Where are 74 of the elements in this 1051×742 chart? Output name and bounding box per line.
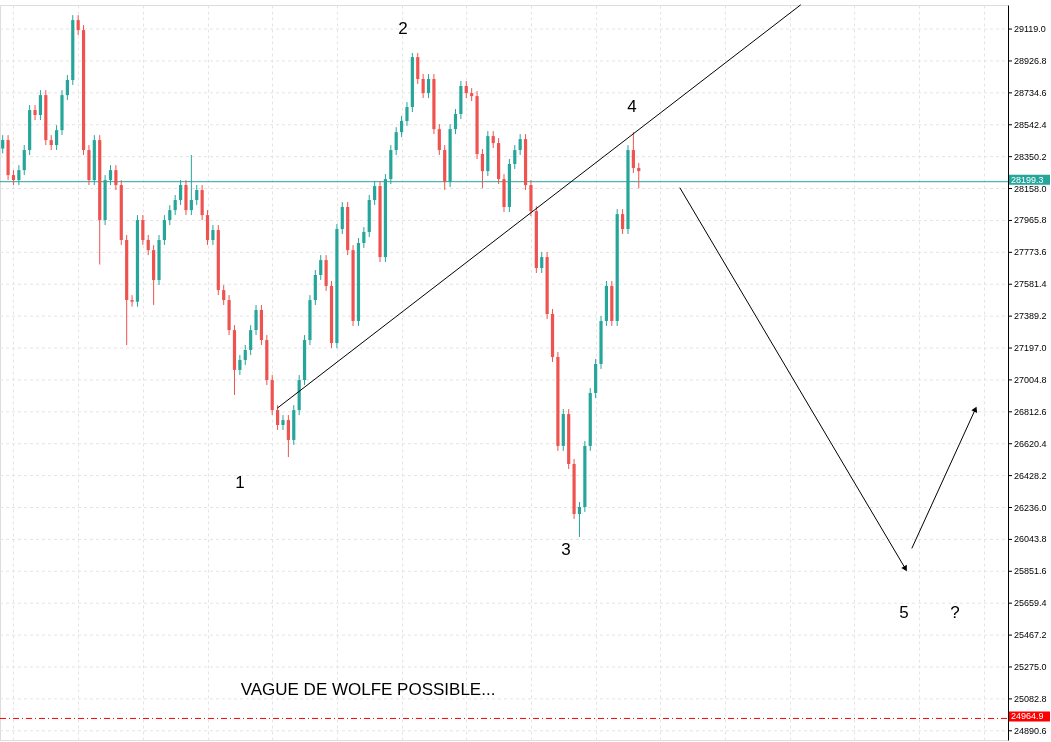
y-tick-label: 25467.2 bbox=[1014, 630, 1047, 641]
candlestick bbox=[211, 224, 215, 246]
y-tick-label: 28926.8 bbox=[1014, 55, 1047, 66]
annotation: 4 bbox=[627, 97, 637, 116]
y-tick-label: 27004.8 bbox=[1014, 374, 1047, 385]
candlestick bbox=[195, 184, 199, 206]
candlestick bbox=[426, 73, 431, 99]
candlestick bbox=[76, 14, 80, 36]
candlestick bbox=[168, 204, 172, 226]
y-tick-label: 28350.2 bbox=[1014, 151, 1047, 162]
y-tick-label: 26620.4 bbox=[1014, 438, 1047, 449]
y-tick-label: 26812.6 bbox=[1014, 406, 1047, 417]
candlestick bbox=[480, 148, 485, 189]
candlestick bbox=[162, 214, 167, 246]
candlestick bbox=[65, 74, 69, 101]
candlestick bbox=[437, 123, 441, 156]
candlestick bbox=[631, 131, 635, 174]
annotation: 2 bbox=[398, 19, 408, 38]
candlestick bbox=[405, 101, 409, 127]
candlestick bbox=[319, 254, 323, 281]
y-tick-label: 27389.2 bbox=[1014, 311, 1047, 322]
y-tick-label: 27965.8 bbox=[1014, 215, 1047, 226]
candlestick bbox=[540, 251, 544, 274]
y-tick-label: 28734.6 bbox=[1014, 87, 1047, 98]
candlestick bbox=[254, 304, 258, 336]
candlestick bbox=[238, 354, 242, 376]
candlestick bbox=[340, 201, 344, 235]
candlestick bbox=[243, 344, 247, 366]
y-tick-label: 27581.4 bbox=[1014, 279, 1047, 290]
candlestick bbox=[362, 226, 366, 249]
y-tick-label: 28542.4 bbox=[1014, 119, 1047, 130]
y-tick-label: 28158.0 bbox=[1014, 183, 1047, 194]
candlestick bbox=[33, 104, 37, 121]
annotation: 1 bbox=[235, 473, 245, 492]
candlestick bbox=[38, 89, 43, 121]
y-tick-label: 27197.0 bbox=[1014, 343, 1047, 354]
annotation: VAGUE DE WOLFE POSSIBLE... bbox=[240, 680, 496, 699]
candlestick bbox=[146, 234, 150, 256]
candlestick bbox=[399, 115, 404, 138]
candlestick bbox=[518, 133, 522, 156]
candlestick bbox=[55, 124, 59, 151]
y-tick-label: 29119.0 bbox=[1014, 24, 1046, 35]
candlestick bbox=[620, 208, 625, 235]
candlestick bbox=[421, 73, 425, 99]
candlestick bbox=[513, 144, 517, 170]
candlestick bbox=[276, 404, 280, 431]
candlestick bbox=[394, 126, 398, 156]
y-tick-label: 25659.4 bbox=[1014, 598, 1047, 609]
candlestick bbox=[577, 501, 582, 538]
y-tick-label: 27773.6 bbox=[1014, 247, 1047, 258]
candlestick bbox=[173, 194, 177, 216]
annotation: ? bbox=[950, 603, 960, 622]
candlestick bbox=[141, 214, 145, 246]
candlestick bbox=[114, 164, 118, 191]
candlestick bbox=[130, 294, 134, 308]
candlestick bbox=[416, 52, 420, 85]
y-tick-label: 24890.6 bbox=[1014, 725, 1047, 736]
y-tick-label: 26428.2 bbox=[1014, 470, 1047, 481]
y-tick-label: 26043.8 bbox=[1014, 534, 1047, 545]
candlestick bbox=[637, 162, 641, 189]
candlestick bbox=[453, 108, 458, 135]
y-tick-label: 26236.0 bbox=[1014, 502, 1047, 513]
annotation: 5 bbox=[899, 603, 909, 622]
ref-line-label: 28199.3 bbox=[1011, 174, 1044, 185]
annotation: 3 bbox=[561, 540, 571, 559]
y-tick-label: 25275.0 bbox=[1014, 661, 1047, 672]
y-tick-label: 25082.8 bbox=[1014, 693, 1047, 704]
candlestick bbox=[222, 284, 226, 306]
candlestick bbox=[286, 414, 290, 458]
candlestick bbox=[22, 144, 26, 176]
y-tick-label: 25851.6 bbox=[1014, 566, 1047, 577]
candlestick bbox=[249, 324, 253, 356]
ref-line-label: 24964.9 bbox=[1011, 711, 1044, 722]
candlestick bbox=[281, 414, 285, 431]
